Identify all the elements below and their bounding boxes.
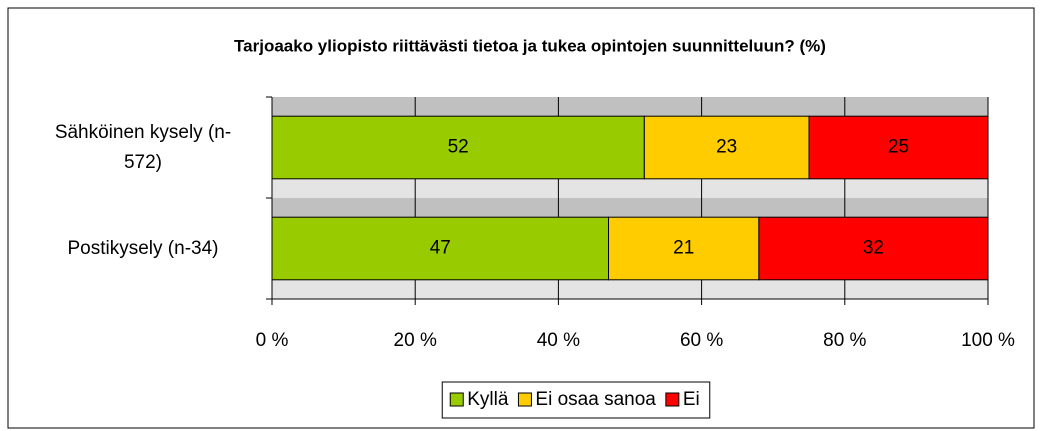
legend-swatch [517,392,532,407]
bar-segment [758,216,989,281]
x-tick-label: 60 % [680,330,723,351]
data-label: 21 [673,238,694,259]
legend-label: Ei [683,389,700,410]
legend-box [441,381,711,419]
legend-label: Ei osaa sanoa [535,389,656,410]
legend-swatch [665,392,680,407]
bar-segment [271,115,645,180]
bar-segment [608,216,760,281]
data-label: 52 [448,137,469,158]
chart-title: Tarjoaako yliopisto riittävästi tietoa j… [234,36,826,55]
x-tick-label: 80 % [823,330,866,351]
x-tick-label: 40 % [537,330,580,351]
data-label: 47 [430,238,451,259]
bar-segment [271,216,610,281]
legend-label: Kyllä [467,389,509,410]
category-label: Sähköinen kysely (n-572) [54,121,232,173]
bar-segment [643,115,810,180]
data-label: 32 [863,238,884,259]
data-label: 23 [716,137,737,158]
x-tick-label: 20 % [394,330,437,351]
legend-swatch [449,392,464,407]
category-label: Postikysely (n-34) [67,237,219,259]
x-tick-label: 0 % [256,330,289,351]
data-label: 25 [888,137,909,158]
bar-segment [808,115,989,180]
x-tick-label: 100 % [961,330,1015,351]
